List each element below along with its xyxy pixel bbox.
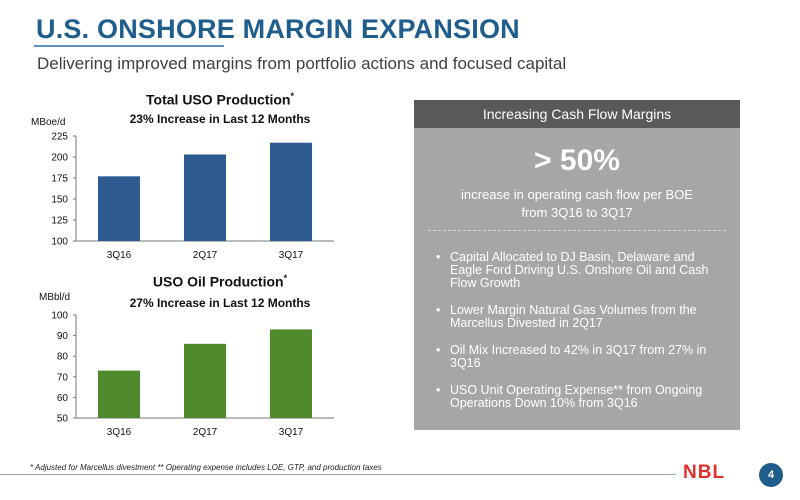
x-tick-label: 3Q16 (107, 427, 132, 438)
y-tick-label: 80 (57, 352, 69, 363)
y-tick-label: 150 (51, 195, 68, 206)
panel-description: increase in operating cash flow per BOE … (414, 186, 740, 222)
bullet-item: • Lower Margin Natural Gas Volumes from t… (436, 303, 697, 330)
y-tick-label: 100 (51, 237, 68, 248)
x-tick-label: 2Q17 (193, 427, 218, 438)
panel-big-stat: > 50% (534, 144, 620, 177)
chart-1-unit-label: MBoe/d (31, 117, 66, 128)
cash-flow-panel: Increasing Cash Flow Margins > 50% incre… (414, 100, 740, 430)
company-logo: NBL (683, 462, 726, 483)
chart-1-title: Total USO Production* (146, 91, 294, 108)
footer-rule (0, 474, 676, 475)
bullet-item: • USO Unit Operating Expense** from Ongoi… (436, 383, 703, 410)
panel-description-line-1: increase in operating cash flow per BOE (461, 187, 693, 202)
footnote: * Adjusted for Marcellus divestment ** O… (30, 463, 382, 472)
chart-1-subtitle: 23% Increase in Last 12 Months (129, 112, 311, 126)
page-number: 4 (759, 463, 783, 487)
y-tick-label: 100 (51, 311, 68, 322)
chart-2-subtitle: 27% Increase in Last 12 Months (129, 296, 311, 310)
bar-3q17 (270, 329, 312, 418)
y-tick-label: 50 (57, 414, 69, 425)
panel-bullet-list: • Capital Allocated to DJ Basin, Delaware… (436, 251, 726, 424)
oil-production-chart: 50 60 70 80 90 100 3Q16 2Q17 3Q17 (51, 311, 334, 438)
chart-2-title: USO Oil Production* (152, 273, 288, 290)
bar-2q17 (184, 154, 226, 241)
bullet-item: • Oil Mix Increased to 42% in 3Q17 from 2… (436, 343, 707, 370)
y-tick-label: 175 (51, 174, 68, 185)
title-underline (34, 45, 224, 47)
bullet-dot: • (436, 303, 441, 317)
y-tick-label: 60 (57, 393, 69, 404)
y-tick-label: 200 (51, 153, 68, 164)
bar-2q17 (184, 343, 226, 418)
page-subtitle: Delivering improved margins from portfol… (37, 54, 567, 73)
page-title: U.S. ONSHORE MARGIN EXPANSION (36, 14, 520, 44)
y-tick-label: 70 (57, 372, 69, 383)
total-production-chart: 100 125 150 175 200 225 3Q16 2Q17 3Q17 (51, 132, 334, 261)
chart-2-unit-label: MBbl/d (39, 292, 71, 303)
bullet-dot: • (436, 250, 441, 264)
panel-header: Increasing Cash Flow Margins (414, 100, 740, 128)
x-tick-label: 3Q16 (107, 250, 132, 261)
x-tick-label: 3Q17 (279, 250, 304, 261)
bar-3q17 (270, 142, 312, 241)
x-tick-label: 3Q17 (279, 427, 304, 438)
y-tick-label: 225 (51, 132, 68, 143)
panel-divider (428, 230, 726, 231)
bullet-dot: • (436, 383, 441, 397)
bullet-item: • Capital Allocated to DJ Basin, Delaware… (436, 250, 709, 290)
bullet-dot: • (436, 343, 441, 357)
y-tick-label: 90 (57, 331, 69, 342)
panel-description-line-2: from 3Q16 to 3Q17 (521, 205, 633, 220)
x-tick-label: 2Q17 (193, 250, 218, 261)
bar-3q16 (98, 370, 140, 418)
bar-3q16 (98, 176, 140, 241)
y-tick-label: 125 (51, 216, 68, 227)
